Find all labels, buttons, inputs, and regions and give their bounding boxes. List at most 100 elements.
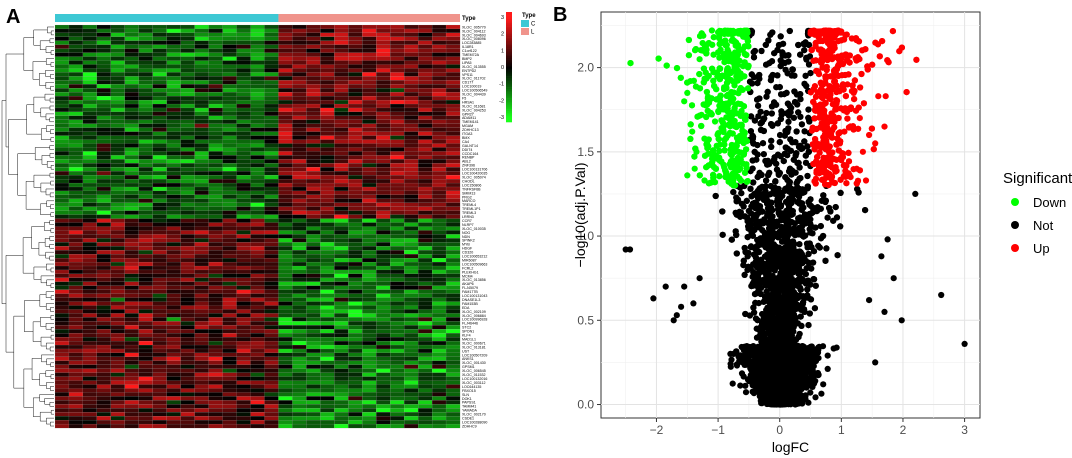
heatmap-cell	[348, 277, 363, 282]
heatmap-cell	[292, 147, 307, 152]
heatmap-cell	[194, 143, 209, 148]
heatmap-cell	[362, 341, 377, 346]
heatmap-cell	[152, 234, 167, 239]
heatmap-cell	[208, 250, 223, 255]
heatmap-cell	[306, 341, 321, 346]
color-key-swatch	[506, 85, 512, 88]
heatmap-cell	[180, 269, 195, 275]
heatmap-cell	[194, 64, 209, 69]
dendrogram-branch	[33, 397, 41, 417]
heatmap-cell	[320, 202, 335, 207]
heatmap-cell	[334, 404, 349, 409]
heatmap-cell	[236, 423, 251, 429]
heatmap-cell	[208, 313, 223, 318]
heatmap-cell	[194, 337, 209, 342]
heatmap-cell	[110, 423, 125, 429]
heatmap-cell	[54, 139, 70, 144]
heatmap-cell	[431, 115, 447, 120]
heatmap-cell	[390, 159, 405, 164]
heatmap-cell	[152, 360, 167, 365]
heatmap-cell	[306, 84, 321, 89]
heatmap-cell	[334, 64, 349, 69]
heatmap-cell	[390, 348, 405, 354]
heatmap-cell	[404, 356, 419, 361]
heatmap-cell	[82, 206, 98, 211]
heatmap-cell	[68, 261, 84, 267]
color-key-swatch	[506, 120, 512, 123]
heatmap-cell	[306, 182, 321, 188]
heatmap-cell	[334, 234, 349, 239]
heatmap-cell	[390, 40, 405, 45]
heatmap-cell	[445, 412, 461, 417]
heatmap-cell	[54, 258, 70, 263]
heatmap-cell	[431, 194, 447, 199]
heatmap-cell	[418, 155, 433, 160]
heatmap-cell	[180, 325, 195, 330]
heatmap-cell	[390, 171, 405, 176]
heatmap-cell	[306, 344, 321, 350]
heatmap-cell	[320, 107, 335, 113]
heatmap-cell	[390, 368, 405, 373]
heatmap-cell	[390, 285, 405, 290]
heatmap-cell	[96, 44, 111, 49]
heatmap-cell	[180, 423, 195, 429]
heatmap-cell	[348, 127, 363, 132]
heatmap-cell	[278, 52, 293, 57]
heatmap-cell	[236, 84, 251, 89]
heatmap-cell	[236, 289, 251, 294]
heatmap-cell	[82, 372, 98, 377]
heatmap-cell	[390, 293, 405, 298]
heatmap-cell	[362, 360, 377, 365]
heatmap-cell	[418, 400, 433, 405]
heatmap-cell	[180, 80, 195, 85]
heatmap-cell	[445, 416, 461, 421]
heatmap-cell	[445, 96, 461, 101]
heatmap-cell	[124, 123, 139, 128]
heatmap-cell	[348, 416, 363, 421]
heatmap-cell	[54, 24, 70, 30]
heatmap-cell	[152, 269, 167, 275]
dendrogram-branch	[50, 386, 54, 391]
heatmap-cell	[404, 412, 419, 417]
heatmap-cell	[194, 352, 209, 358]
gene-label: LOC644135	[462, 385, 481, 389]
heatmap-cell	[110, 186, 125, 192]
heatmap-cell	[390, 111, 405, 116]
heatmap-cell	[334, 44, 349, 49]
heatmap-cell	[445, 198, 461, 203]
heatmap-cell	[54, 159, 70, 164]
heatmap-cell	[166, 230, 181, 235]
heatmap-cell	[404, 289, 419, 294]
heatmap-cell	[376, 202, 391, 207]
color-key-swatch	[506, 92, 512, 95]
dendrogram-branch	[34, 147, 50, 161]
heatmap-cell	[334, 190, 349, 196]
heatmap-cell	[390, 238, 405, 243]
heatmap-cell	[264, 277, 279, 282]
heatmap-cell	[306, 392, 321, 397]
heatmap-cell	[96, 337, 111, 342]
heatmap-cell	[348, 384, 363, 389]
heatmap-cell	[376, 408, 391, 413]
heatmap-cell	[54, 392, 70, 397]
heatmap-cell	[306, 230, 321, 235]
heatmap-cell	[82, 68, 98, 73]
heatmap-cell	[278, 182, 293, 188]
gene-label: LOC100506549	[462, 89, 487, 93]
heatmap-cell	[445, 222, 461, 227]
gene-label: XLOC_011702	[462, 77, 486, 81]
heatmap-cell	[54, 238, 70, 243]
heatmap-cell	[418, 348, 433, 354]
heatmap-cell	[152, 352, 167, 358]
heatmap-cell	[348, 131, 363, 136]
heatmap-cell	[194, 159, 209, 164]
heatmap-cell	[320, 103, 335, 109]
heatmap-cell	[445, 111, 461, 116]
heatmap-cell	[418, 301, 433, 306]
heatmap-cell	[54, 261, 70, 267]
heatmap-cell	[445, 155, 461, 160]
heatmap-cell	[96, 68, 111, 73]
dendrogram-branch	[49, 117, 54, 123]
heatmap-cell	[334, 76, 349, 81]
heatmap-cell	[180, 72, 195, 77]
